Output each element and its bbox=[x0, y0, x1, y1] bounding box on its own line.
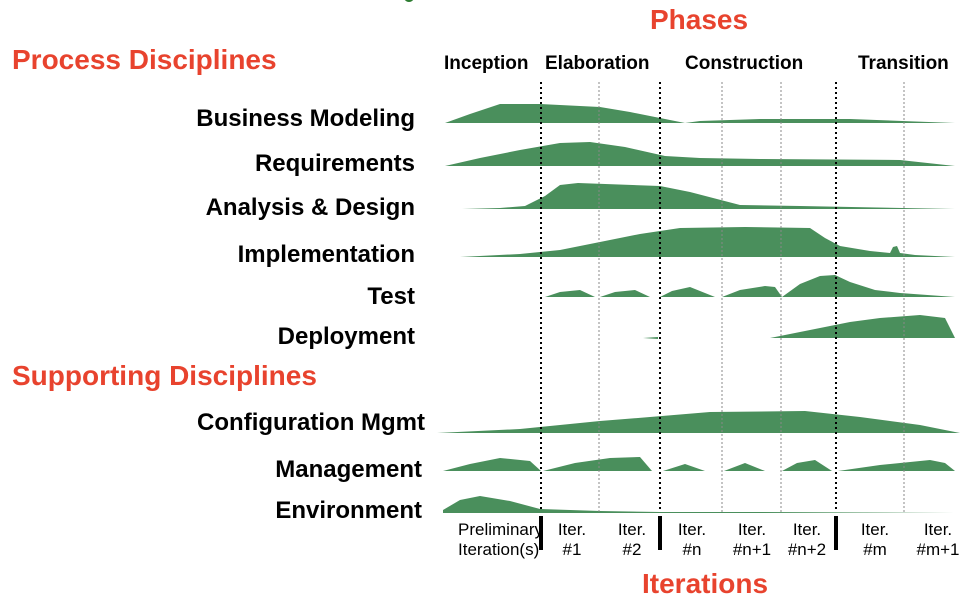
iteration-2: Iter. #2 bbox=[602, 520, 662, 560]
hump-test-3 bbox=[660, 287, 715, 297]
discipline-requirements: Requirements bbox=[254, 150, 415, 177]
discipline-business-modeling: Business Modeling bbox=[196, 105, 415, 132]
iteration-n-plus-2-line1: Iter. bbox=[792, 520, 822, 539]
iterations-title: Iterations bbox=[642, 568, 769, 599]
hump-requirements bbox=[445, 142, 955, 166]
discipline-test: Test bbox=[367, 283, 415, 310]
iteration-preliminary: Preliminary Iteration(s) bbox=[458, 520, 544, 560]
discipline-management: Management bbox=[275, 456, 422, 483]
iteration-n-plus-1-line2: #n+1 bbox=[732, 540, 772, 559]
iteration-1-line1: Iter. bbox=[557, 520, 587, 539]
hump-management-1 bbox=[443, 458, 541, 471]
iteration-n-plus-1: Iter. #n+1 bbox=[722, 520, 782, 560]
iteration-preliminary-line1: Preliminary bbox=[458, 520, 544, 539]
discipline-deployment: Deployment bbox=[277, 323, 415, 350]
phase-construction: Construction bbox=[685, 53, 804, 74]
hump-deployment-sliver bbox=[643, 337, 658, 339]
iteration-n-line2: #n bbox=[682, 540, 702, 559]
iteration-m-line1: Iter. bbox=[860, 520, 890, 539]
discipline-analysis-design: Analysis & Design bbox=[205, 194, 415, 221]
iteration-n-plus-2-line2: #n+2 bbox=[787, 540, 827, 559]
cropped-title-fragment bbox=[402, 0, 416, 2]
discipline-configuration-mgmt: Configuration Mgmt bbox=[197, 409, 425, 436]
hump-management-5 bbox=[782, 460, 832, 471]
hump-configuration-mgmt bbox=[437, 411, 960, 433]
hump-analysis-design bbox=[462, 183, 955, 209]
hump-implementation bbox=[460, 227, 955, 257]
iteration-n-line1: Iter. bbox=[677, 520, 707, 539]
iteration-m-line2: #m bbox=[863, 540, 887, 559]
iteration-n-plus-2: Iter. #n+2 bbox=[777, 520, 837, 560]
discipline-implementation: Implementation bbox=[237, 241, 415, 268]
iteration-1-line2: #1 bbox=[562, 540, 582, 559]
hump-test-2 bbox=[600, 290, 650, 297]
hump-business-modeling bbox=[445, 104, 955, 123]
iteration-n: Iter. #n bbox=[662, 520, 722, 560]
iteration-1: Iter. #1 bbox=[542, 520, 602, 560]
hump-deployment bbox=[770, 315, 955, 338]
iteration-2-line1: Iter. bbox=[617, 520, 647, 539]
phase-elaboration: Elaboration bbox=[545, 53, 650, 74]
hump-management-4 bbox=[724, 463, 765, 471]
iteration-m-plus-1-line1: Iter. bbox=[923, 520, 953, 539]
iteration-m: Iter. #m bbox=[845, 520, 905, 560]
hump-management-6 bbox=[838, 460, 955, 471]
phase-transition: Transition bbox=[858, 53, 949, 74]
iteration-preliminary-line2: Iteration(s) bbox=[458, 540, 540, 559]
phase-inception: Inception bbox=[444, 53, 529, 74]
hump-test-1 bbox=[545, 290, 595, 297]
hump-management-2 bbox=[543, 457, 652, 471]
iteration-m-plus-1-line2: #m+1 bbox=[916, 540, 960, 559]
hump-test-4 bbox=[722, 286, 782, 297]
discipline-environment: Environment bbox=[275, 497, 422, 524]
supporting-disciplines-heading: Supporting Disciplines bbox=[12, 360, 317, 391]
phases-title: Phases bbox=[650, 4, 749, 35]
iteration-n-plus-1-line1: Iter. bbox=[737, 520, 767, 539]
hump-management-3 bbox=[663, 464, 705, 471]
iteration-m-plus-1: Iter. #m+1 bbox=[908, 520, 968, 560]
process-disciplines-heading: Process Disciplines bbox=[12, 44, 277, 75]
hump-environment bbox=[443, 496, 955, 513]
iteration-2-line2: #2 bbox=[622, 540, 642, 559]
hump-test-5 bbox=[782, 275, 955, 297]
